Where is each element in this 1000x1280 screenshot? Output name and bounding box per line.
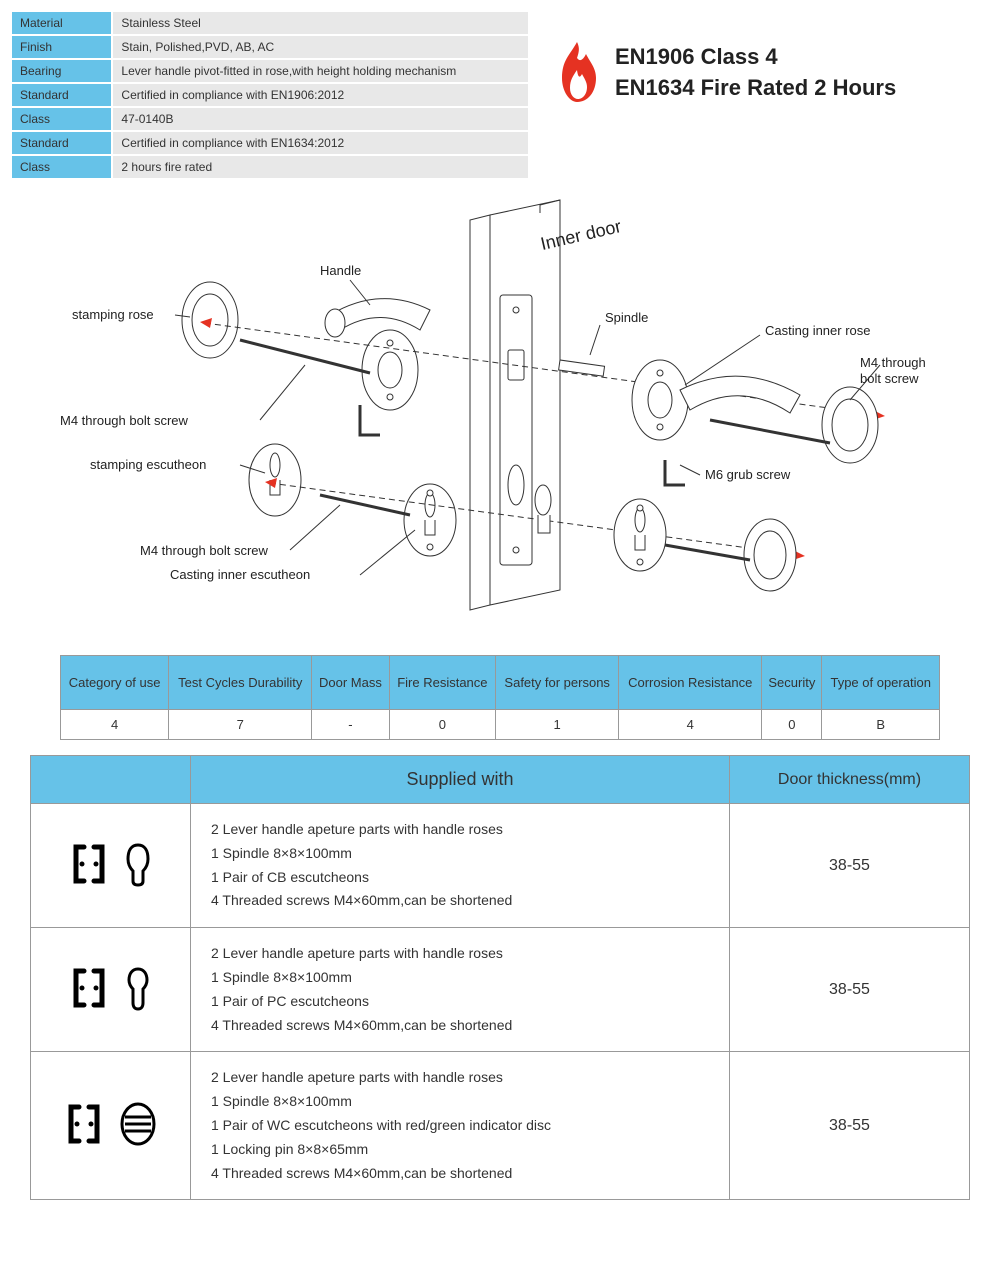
supply-line: 2 Lever handle apeture parts with handle… [211,818,709,842]
rating-value: 0 [389,710,496,740]
rating-value: 4 [61,710,169,740]
door-icon [65,1101,157,1147]
rating-value: 4 [619,710,762,740]
rating-table: Category of useTest Cycles DurabilityDoo… [60,655,940,740]
top-row: MaterialStainless SteelFinishStain, Poli… [10,10,990,180]
spec-value: Stainless Steel [113,12,528,34]
supply-icon-cell [31,804,191,928]
lbl-stamping-rose: stamping rose [72,307,154,322]
supply-line: 1 Pair of CB escutcheons [211,866,709,890]
supply-line: 2 Lever handle apeture parts with handle… [211,1066,709,1090]
diagram-wrap: Handle Inner door stamping rose Spindle … [10,195,990,635]
spec-row: MaterialStainless Steel [12,12,528,34]
supply-line: 1 Spindle 8×8×100mm [211,1090,709,1114]
spec-label: Finish [12,36,111,58]
rating-value: 7 [169,710,312,740]
lbl-spindle: Spindle [605,310,648,325]
supply-line: 1 Spindle 8×8×100mm [211,842,709,866]
lbl-m6-grub: M6 grub screw [705,467,790,482]
supply-table: Supplied with Door thickness(mm) 2 Lever… [30,755,970,1200]
rating-header: Category of use [61,656,169,710]
spec-value: Stain, Polished,PVD, AB, AC [113,36,528,58]
supply-line: 1 Locking pin 8×8×65mm [211,1138,709,1162]
supply-line: 1 Pair of PC escutcheons [211,990,709,1014]
cert-line-2: EN1634 Fire Rated 2 Hours [615,73,896,104]
spec-label: Class [12,156,111,178]
lbl-m4-1: M4 through bolt screw [60,413,188,428]
supply-line: 2 Lever handle apeture parts with handle… [211,942,709,966]
rating-header: Door Mass [312,656,389,710]
spec-table: MaterialStainless SteelFinishStain, Poli… [10,10,530,180]
lbl-casting-inner-esc: Casting inner escutheon [170,567,310,582]
spec-label: Class [12,108,111,130]
supply-thickness: 38-55 [730,928,970,1052]
rating-value: 0 [762,710,822,740]
supply-row: 2 Lever handle apeture parts with handle… [31,804,970,928]
spec-label: Material [12,12,111,34]
supply-lines-cell: 2 Lever handle apeture parts with handle… [191,928,730,1052]
cert-line-1: EN1906 Class 4 [615,42,896,73]
rating-header: Fire Resistance [389,656,496,710]
rating-value: - [312,710,389,740]
spec-value: 2 hours fire rated [113,156,528,178]
supply-head-blank [31,756,191,804]
supply-row: 2 Lever handle apeture parts with handle… [31,1052,970,1200]
cert-text: EN1906 Class 4 EN1634 Fire Rated 2 Hours [615,42,896,104]
spec-row: BearingLever handle pivot-fitted in rose… [12,60,528,82]
lbl-m4-bottom: M4 through bolt screw [140,543,268,558]
rating-header: Type of operation [822,656,940,710]
supply-icon-cell [31,1052,191,1200]
spec-row: Class47-0140B [12,108,528,130]
supply-line: 4 Threaded screws M4×60mm,can be shorten… [211,1014,709,1038]
spec-label: Standard [12,84,111,106]
spec-label: Bearing [12,60,111,82]
rating-header: Security [762,656,822,710]
spec-row: FinishStain, Polished,PVD, AB, AC [12,36,528,58]
supply-thickness: 38-55 [730,1052,970,1200]
exploded-diagram: Handle Inner door stamping rose Spindle … [60,195,940,635]
supply-lines-cell: 2 Lever handle apeture parts with handle… [191,1052,730,1200]
lbl-m4-2: M4 through bolt screw [860,355,926,386]
supply-thickness: 38-55 [730,804,970,928]
flame-icon [550,40,605,105]
supply-line: 1 Spindle 8×8×100mm [211,966,709,990]
supply-head-thickness: Door thickness(mm) [730,756,970,804]
rating-header: Corrosion Resistance [619,656,762,710]
supply-line: 4 Threaded screws M4×60mm,can be shorten… [211,889,709,913]
supply-line: 4 Threaded screws M4×60mm,can be shorten… [211,1162,709,1186]
lbl-handle: Handle [320,263,361,278]
supply-head-supplied: Supplied with [191,756,730,804]
spec-row: StandardCertified in compliance with EN1… [12,132,528,154]
lbl-casting-inner-rose: Casting inner rose [765,323,871,338]
supply-lines-cell: 2 Lever handle apeture parts with handle… [191,804,730,928]
supply-icon-cell [31,928,191,1052]
rating-value: 1 [496,710,619,740]
spec-value: Certified in compliance with EN1906:2012 [113,84,528,106]
lbl-stamping-esc: stamping escutheon [90,457,206,472]
supply-line: 1 Pair of WC escutcheons with red/green … [211,1114,709,1138]
spec-row: Class2 hours fire rated [12,156,528,178]
door-icon [70,965,152,1011]
rating-value: B [822,710,940,740]
spec-row: StandardCertified in compliance with EN1… [12,84,528,106]
spec-value: Certified in compliance with EN1634:2012 [113,132,528,154]
spec-value: Lever handle pivot-fitted in rose,with h… [113,60,528,82]
rating-header: Safety for persons [496,656,619,710]
spec-value: 47-0140B [113,108,528,130]
rating-header: Test Cycles Durability [169,656,312,710]
supply-row: 2 Lever handle apeture parts with handle… [31,928,970,1052]
cert-block: EN1906 Class 4 EN1634 Fire Rated 2 Hours [550,40,896,105]
door-icon [70,841,152,887]
spec-label: Standard [12,132,111,154]
